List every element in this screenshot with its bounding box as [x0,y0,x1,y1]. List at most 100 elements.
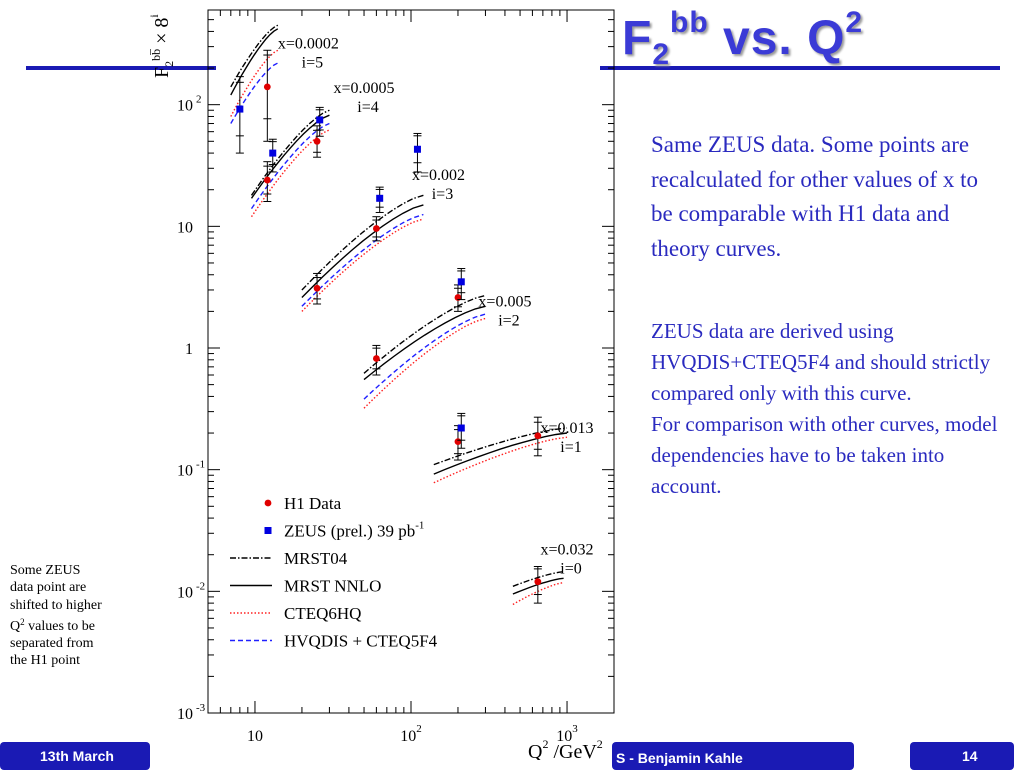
curve-mrst04 [301,194,424,291]
title-sub: 2 [652,38,671,71]
y-tick-label: 10 [177,98,193,115]
y-axis-label-rest-sup: i [150,14,161,18]
bin-label-i: i=2 [498,312,519,329]
zeus-data-point [236,105,244,113]
legend-h1-data-label: H1 Data [284,494,342,513]
curve-mrst-nnlo [230,28,279,96]
bin-label-x: x=0.002 [412,167,465,184]
side-note-pre: Some ZEUS data point are shifted to high… [10,563,102,634]
footer-date: 13th March [0,742,150,770]
legend-zeus-marker [264,527,272,534]
h1-data-point [534,578,542,586]
curve-mrst-nnlo [433,432,568,475]
note-zeus-derivation-line1: ZEUS data are derived using HVQDIS+CTEQ5… [651,319,991,405]
x-tick-label-exp: 3 [572,723,578,735]
x-axis-label: Q2 /GeV2 [528,737,603,760]
bin-label-i: i=3 [432,186,453,203]
y-tick-label: 10 [177,584,193,601]
bin-label-i: i=5 [302,54,323,71]
h1-data-point [263,176,271,184]
side-note-post: values to be separated from the H1 point [10,618,95,669]
side-note-sup: 2 [20,616,25,627]
bin-label-x: x=0.005 [478,293,531,310]
curve-mrst04 [230,24,279,88]
y-axis-label-rest: × 8 [151,18,173,49]
legend-hvqdis-cteq5f4-label: HVQDIS + CTEQ5F4 [284,632,438,651]
note-same-zeus-data: Same ZEUS data. Some points are recalcul… [651,132,978,261]
y-axis-label-sup: bb̅ [150,48,163,61]
h1-data-point [313,284,321,292]
h1-data-point [313,137,321,145]
zeus-data-point [457,424,465,432]
y-tick-label: 10 [177,219,193,236]
title-sup: bb [670,6,709,39]
slide-title: F2bb vs. Q2 [622,6,863,72]
bin-label-x: x=0.0005 [334,80,395,97]
h1-data-point [263,83,271,91]
h1-data-point [454,438,462,446]
curve-mrst04 [363,294,486,374]
side-note-shifted-points: Some ZEUS data point are shifted to high… [10,562,105,670]
title-underline-left [26,66,216,70]
title-underline-right [600,66,1000,70]
note-zeus-derivation: ZEUS data are derived using HVQDIS+CTEQ5… [651,316,1011,502]
chart-points [235,49,542,604]
footer-page-number: 14 [910,742,1014,770]
curve-mrst-nnlo [301,204,424,298]
legend-mrst-nnlo-label: MRST NNLO [284,577,381,596]
zeus-data-point [376,194,384,202]
curve-hvqdis-cteq5f4 [363,313,486,400]
chart-bin-labels: x=0.0002 i=5 x=0.0005 i=4 x=0.002 i=3 x=0.005 i… [278,35,594,577]
legend-zeus-prel-39-pb-label-sup: -1 [415,520,424,532]
bin-label-x: x=0.013 [541,420,594,437]
y-axis-label: F2bb̅ × 8i [150,14,176,78]
zeus-data-point [316,116,324,124]
bin-label-i: i=1 [560,439,581,456]
y-axis-label-main: F [151,67,173,78]
curve-mrst-nnlo [363,305,486,381]
plot-frame [207,9,615,714]
title-main: F [622,12,653,65]
bin-label-i: i=4 [357,99,378,116]
y-tick-label: 10 [177,706,193,723]
curve-hvqdis-cteq5f4 [230,62,279,124]
y-tick-label: 1 [185,341,193,358]
h1-data-point [372,355,380,362]
x-tick-label: 102 [400,723,422,745]
x-axis-label-units-sup: 2 [597,737,603,751]
h1-data-point [372,225,380,232]
curve-cteq6hq [230,49,279,117]
legend-mrst04-label: MRST04 [284,549,348,568]
curve-hvqdis-cteq5f4 [250,122,330,209]
legend-cteq6hq-label: CTEQ6HQ [284,604,361,623]
y-tick-label: 10 [177,463,193,480]
bin-label-x: x=0.032 [541,542,594,559]
x-tick-label-exp: 2 [416,723,422,735]
zeus-data-point [413,145,421,153]
x-tick-label: 10 [247,728,263,745]
curve-mrst04 [433,427,568,466]
curve-cteq6hq [250,129,330,218]
footer-author: S - Benjamin Kahle [612,742,854,770]
y-tick-label-exp: -3 [196,702,206,714]
title-sup2: 2 [845,6,864,39]
bin-label-x: x=0.0002 [278,35,339,52]
legend-h1-marker [264,499,272,507]
title-rest: vs. Q [708,12,846,65]
bin-label-i: i=0 [560,561,581,578]
legend-zeus-prel-39-pb-label: ZEUS (prel.) 39 pb-1 [284,520,424,541]
zeus-data-point [457,278,465,286]
chart-legend: H1 Data ZEUS (prel.) 39 pb-1 MRST04 MRST NN… [230,494,438,651]
y-tick-label-exp: -1 [196,459,205,471]
y-tick-label-exp: -2 [196,580,205,592]
y-axis-label-sub: 2 [162,61,176,67]
curve-cteq6hq [301,218,424,312]
curve-cteq6hq [363,317,486,409]
note-zeus-derivation-line2: For comparison with other curves, model … [651,412,998,498]
y-tick-label-exp: 2 [196,94,202,106]
h1-data-point [534,432,542,440]
x-axis-label-units: /GeV [548,741,597,760]
zeus-data-point [269,149,277,157]
